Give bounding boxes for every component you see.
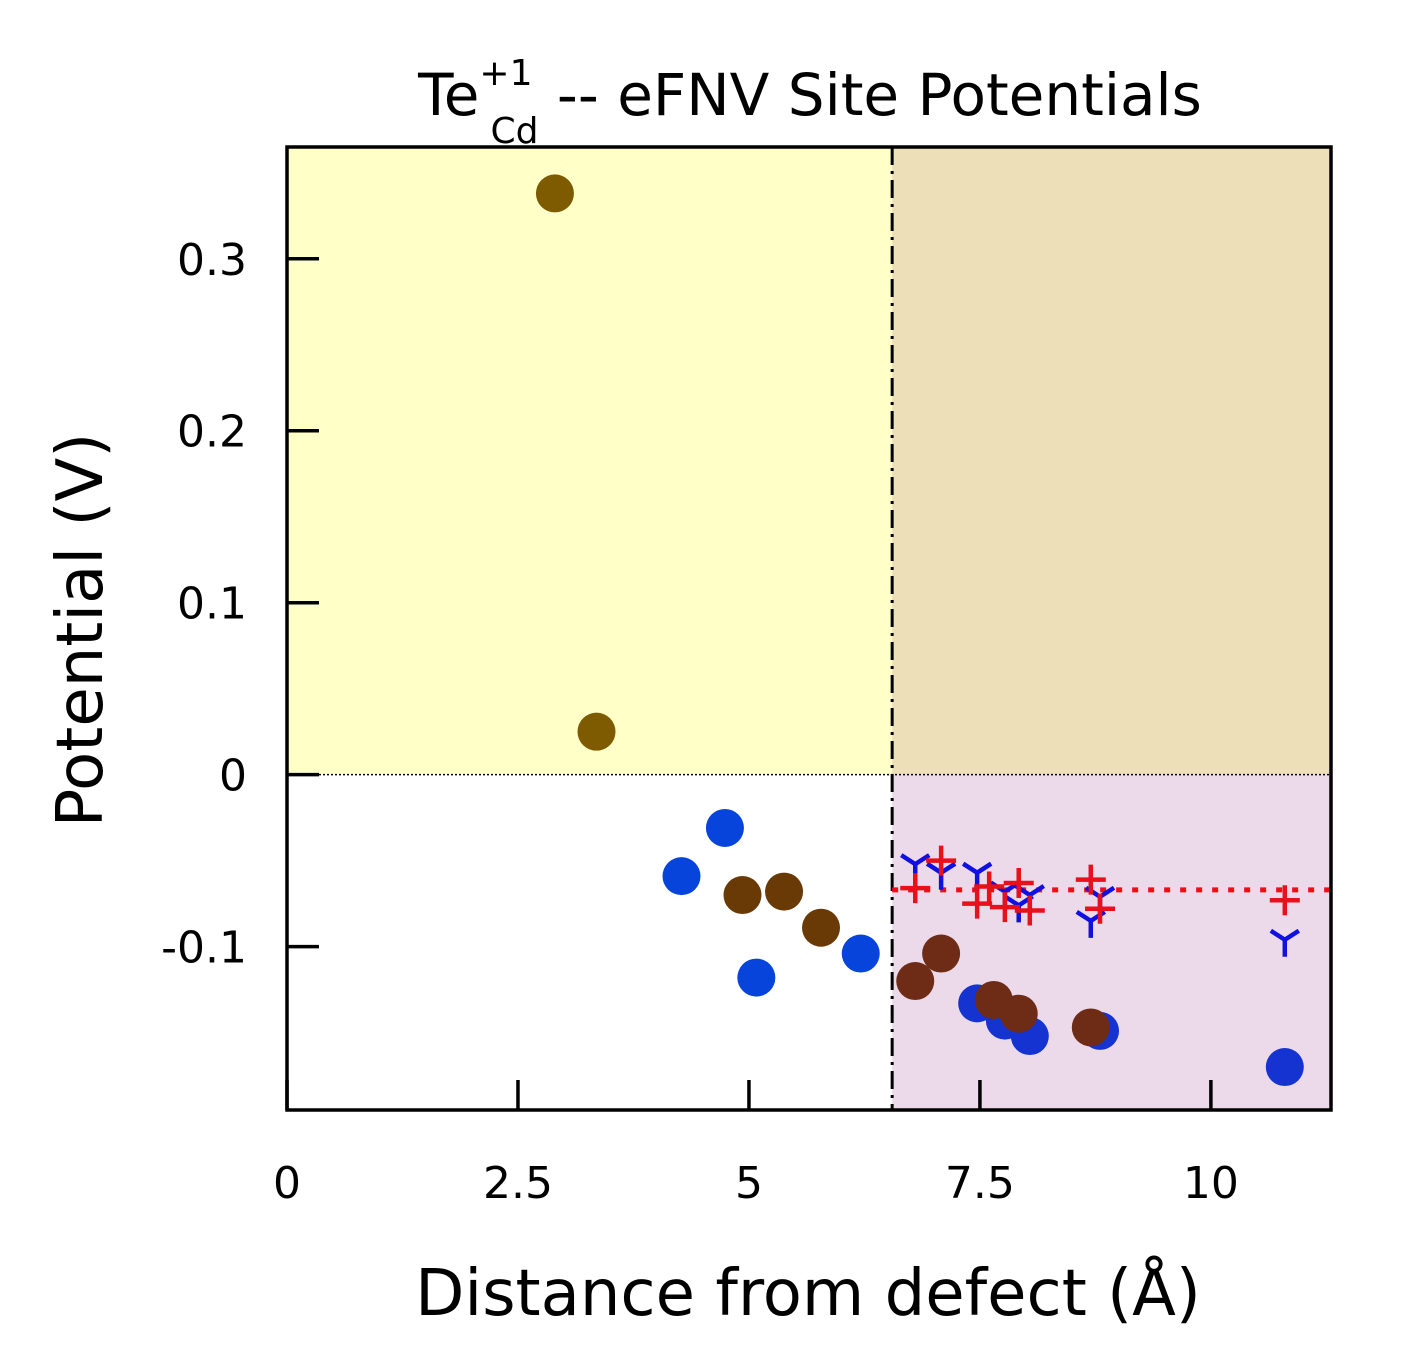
site-point — [535, 174, 574, 213]
cross-marker — [1075, 864, 1106, 895]
y-tick-label: 0.1 — [177, 579, 247, 630]
cross-marker — [974, 871, 1005, 902]
y-tick-label: 0.2 — [177, 407, 247, 458]
cross-marker — [989, 892, 1020, 923]
cross-marker — [1085, 893, 1116, 924]
x-tick-label: 2.5 — [483, 1158, 553, 1209]
plot-frame — [285, 145, 1333, 1112]
site-point — [737, 958, 776, 997]
y-tick-label: 0.3 — [177, 235, 247, 286]
cross-marker — [926, 845, 957, 876]
title-base: Te — [417, 61, 479, 129]
cross-marker — [1014, 895, 1045, 926]
region-upper-left — [287, 147, 893, 775]
y-axis-label: Potential (V) — [44, 433, 118, 827]
region-lower-right — [892, 774, 1331, 1110]
title-subscript: Cd — [490, 111, 538, 152]
site-point — [1071, 1008, 1110, 1047]
cross-marker — [962, 888, 993, 919]
region-lower-left — [287, 774, 893, 1110]
axis-ticks: 0 2.5 5 7.5 10 0.3 0.2 0.1 0 -0.1 — [161, 235, 1239, 1209]
site-point — [1265, 1048, 1304, 1087]
y-tick-label: -0.1 — [161, 923, 247, 974]
x-tick-label: 5 — [735, 1158, 763, 1209]
chart-title: Te+1 Cd -- eFNV Site Potentials — [417, 53, 1202, 152]
data-points — [535, 174, 1304, 1087]
site-point — [705, 808, 744, 847]
title-superscript: +1 — [479, 53, 532, 94]
x-tick-label: 7.5 — [945, 1158, 1015, 1209]
site-point — [999, 994, 1038, 1033]
site-point — [922, 934, 961, 973]
reference-lines — [287, 147, 1331, 1110]
site-point — [802, 908, 841, 947]
y-tick-label: 0 — [219, 751, 247, 802]
site-point — [841, 934, 880, 973]
x-axis-label: Distance from defect (Å) — [415, 1255, 1201, 1331]
background-regions — [287, 147, 1331, 1110]
title-rest: -- eFNV Site Potentials — [538, 61, 1201, 129]
cross-marker — [1269, 885, 1300, 916]
site-point — [723, 876, 762, 915]
region-upper-right — [892, 147, 1331, 775]
site-point — [765, 872, 804, 911]
site-point — [577, 712, 616, 751]
x-tick-label: 0 — [273, 1158, 301, 1209]
cross-marker — [1003, 868, 1034, 899]
x-tick-label: 10 — [1183, 1158, 1239, 1209]
site-point — [896, 962, 935, 1001]
site-point — [662, 857, 701, 896]
cross-marker — [900, 873, 931, 904]
tri-marker — [1269, 928, 1301, 957]
